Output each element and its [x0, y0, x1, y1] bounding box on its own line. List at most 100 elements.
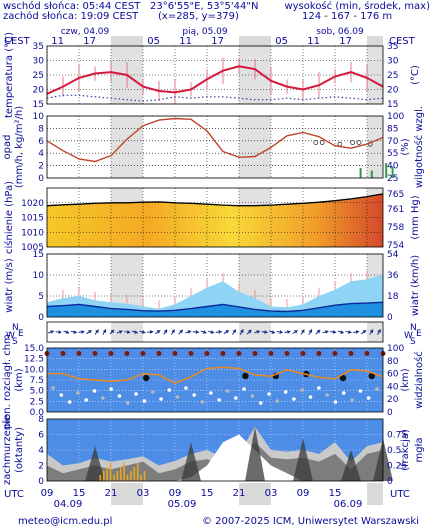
grid-text: (x=285, y=379) — [158, 11, 239, 22]
visibility-ytick-right: 80 — [387, 357, 399, 367]
panel-1-ytick: 2 — [38, 162, 44, 172]
bottom-tz-left: UTC — [4, 489, 24, 500]
cloud-top-dot — [348, 351, 354, 357]
wind-arrow — [155, 329, 161, 335]
bottom-hour-label: 03 — [137, 488, 150, 499]
wind-arrow — [284, 330, 291, 334]
wind-axis-label-right: wiatr (km/h) — [410, 255, 421, 316]
pressure-axis-label-right: (mm Hg) — [410, 195, 421, 239]
visibility-axis-units: (km) — [400, 368, 411, 391]
panel-1-ytick: 6 — [38, 137, 44, 147]
wind-arrow — [322, 330, 329, 334]
drizzle-marker — [313, 140, 319, 145]
cloud-dark-area — [85, 446, 105, 481]
cloud-low-dot — [184, 386, 188, 390]
footer-email[interactable]: meteo@icm.edu.pl — [18, 516, 113, 527]
wind-arrow-head — [308, 329, 313, 334]
precip-bar — [370, 170, 373, 178]
wind-arrow-head — [256, 330, 260, 334]
top-day-label: czw, 04.09 — [61, 27, 110, 37]
bottom-hour-label: 09 — [297, 488, 310, 499]
bottom-night-band — [111, 483, 143, 505]
storm-cloud-dot — [143, 374, 150, 382]
top-hour-label: 11 — [179, 36, 192, 47]
cloud-cover-white-area — [47, 434, 383, 481]
pressure-ytick-right: 758 — [387, 223, 404, 233]
wind-mean-area — [47, 302, 383, 317]
wind-direction-night — [239, 322, 271, 342]
cloud-low-dot — [250, 394, 255, 398]
cloud-dark-area — [341, 450, 361, 481]
panel-4-border — [46, 347, 384, 413]
wind-direction-night — [367, 322, 383, 342]
panel-0-ytick: 35 — [33, 42, 44, 52]
pressure-ytick-right: 754 — [387, 241, 404, 251]
bottom-night-band — [239, 483, 271, 505]
altitude-values: 124 - 167 - 176 m — [302, 11, 393, 22]
panel-1-night — [367, 116, 383, 178]
wind-arrow — [215, 330, 222, 334]
wind-arrow — [185, 330, 192, 334]
wind-arrow — [223, 329, 230, 335]
cloud-top-dot — [300, 351, 306, 357]
wind-arrow — [276, 330, 283, 334]
temperature-ytick-right: 15 — [387, 100, 398, 110]
precip-bar — [385, 163, 388, 178]
wind-arrow-head — [369, 329, 374, 334]
visibility-axis-label: widzialność — [413, 351, 425, 408]
pressure-line — [46, 193, 384, 207]
bottom-day-label: 05.09 — [168, 499, 197, 510]
humidity-ytick-right: 70 — [387, 137, 399, 147]
cloud-ytick: 5.0 — [30, 387, 45, 397]
panel-3-ytick: 5 — [38, 292, 44, 302]
wind-ytick-right: 54 — [387, 250, 399, 260]
wind-arrow — [208, 330, 215, 334]
top-hour-label: 17 — [339, 36, 352, 47]
cloud-low-dot — [358, 389, 363, 393]
wind-arrow-head — [232, 329, 236, 334]
cloud-top-dot — [220, 351, 226, 357]
wind-ytick-right: 0 — [387, 313, 393, 323]
drizzle-marker — [350, 140, 356, 145]
coordinates-text: 23°6'55"E, 53°5'44"N — [150, 1, 259, 12]
panel-2-ytick: 1005 — [21, 243, 44, 253]
cloud-axis-units: (km) — [14, 368, 25, 391]
pressure-axis-label: ciśnienie (hPa) — [3, 181, 15, 254]
pressure-ytick-right: 765 — [387, 190, 404, 200]
wind-arrow — [300, 329, 305, 335]
panel-2-ytick: 1015 — [21, 214, 44, 224]
wind-arrow — [232, 329, 237, 335]
cloud-low-dot — [283, 390, 288, 394]
wind-arrow-head — [58, 330, 62, 334]
wind-direction-border — [46, 321, 384, 343]
panel-3-ytick: 10 — [33, 271, 45, 281]
precip-bar — [359, 168, 362, 178]
compass-left-label: N — [12, 323, 19, 333]
cloud-low-dot — [159, 397, 163, 401]
wind-arrow — [192, 330, 199, 334]
pressure-area — [47, 193, 383, 247]
wind-arrow-head — [87, 330, 92, 334]
wind-arrow-head — [264, 330, 268, 334]
panel-5-ytick: 8 — [38, 415, 44, 425]
cloud-ytick: 15.0 — [24, 344, 44, 354]
panel-0-border — [46, 45, 384, 105]
cloud-low-dot — [51, 386, 55, 390]
cloud-low-dot — [125, 401, 130, 405]
panel-3-ytick: 15 — [33, 250, 44, 260]
compass-right-label: E — [416, 329, 422, 339]
wind-arrow-head — [301, 329, 305, 334]
wind-arrow — [337, 330, 344, 334]
drizzle-marker — [319, 140, 325, 145]
top-day-label: pią, 05.09 — [182, 27, 227, 37]
cloud-low-dot — [225, 389, 230, 393]
bottom-hour-label: 21 — [105, 488, 118, 499]
wind-arrow — [269, 330, 276, 334]
temperature-ytick-right: 35 — [387, 42, 398, 52]
top-tz-right: CEST — [389, 36, 416, 47]
precip-axis-units: (mm/h, kg/m²/h) — [14, 106, 25, 188]
cloud-dark-area — [245, 426, 265, 481]
wind-arrow-head — [187, 330, 192, 334]
cloud-top-dot — [332, 351, 338, 357]
top-hour-label: 11 — [51, 36, 64, 47]
